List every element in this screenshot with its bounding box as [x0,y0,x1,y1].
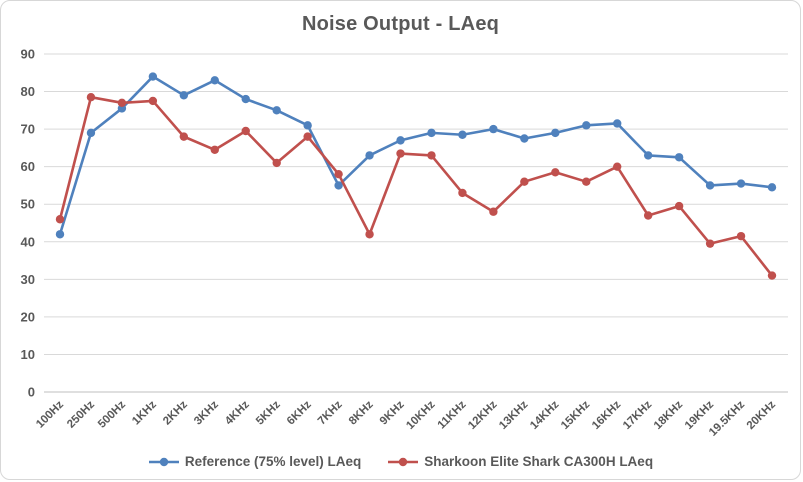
x-axis-tick-label: 20KHz [745,398,779,432]
y-axis-tick-label: 0 [28,385,35,400]
x-axis-tick-label: 16KHz [590,398,624,432]
data-point [272,158,281,168]
data-point [705,181,715,190]
y-axis-tick-label: 10 [21,347,35,362]
x-axis-tick-label: 7KHz [316,398,345,427]
data-point [86,92,96,102]
legend-marker-line-dot-icon [388,457,419,466]
legend-marker-line-dot-icon [148,457,179,466]
data-point [767,271,777,280]
chart-title: Noise Output - LAeq [301,13,500,35]
y-axis-tick-label: 30 [21,272,35,287]
data-point [210,145,219,154]
x-axis-tick-label: 6KHz [285,398,314,427]
y-axis-tick-label: 70 [21,122,35,137]
data-point [334,181,343,190]
x-axis-tick-label: 10KHz [404,398,438,432]
x-axis-tick-label: 14KHz [528,398,562,432]
series-line-1 [58,95,774,277]
series-line-0 [58,75,774,236]
data-point [736,231,746,241]
legend-label-reference: Reference (75% level) LAeq [184,454,362,469]
y-axis-tick-label: 90 [21,47,35,62]
legend-item-reference: Reference (75% level) LAeq [148,454,361,469]
data-point [489,207,498,216]
data-point [520,134,529,143]
y-axis-tick-label: 40 [21,234,35,249]
data-point [613,119,622,128]
data-point [736,179,746,188]
data-point [303,132,312,141]
data-point [365,151,374,160]
x-axis-tick-label: 2KHz [161,398,190,427]
x-axis-tick-label: 13KHz [497,398,531,432]
data-point [396,149,405,158]
x-axis-tick-label: 11KHz [436,398,469,431]
x-axis-tick-label: 100Hz [34,398,66,430]
x-axis-tick-label: 12KHz [466,398,500,432]
x-axis-tick-label: 9KHz [378,398,407,427]
legend-label-sharkoon: Sharkoon Elite Shark CA300H LAeq [424,454,654,469]
data-point [705,239,715,248]
y-axis-tick-label: 60 [21,159,35,174]
x-axis-tick-label: 3KHz [192,398,221,427]
data-point [117,98,127,108]
data-point [582,177,591,186]
data-point [643,151,653,160]
data-point [303,121,312,130]
data-point [86,128,96,138]
data-point [148,72,158,81]
data-point [520,177,529,186]
data-point [148,96,158,106]
x-axis-tick-label: 250Hz [65,398,97,430]
x-axis-tick-label: 5KHz [254,398,283,427]
data-point [489,124,498,134]
legend-item-sharkoon: Sharkoon Elite Shark CA300H LAeq [387,454,653,469]
data-point [767,183,777,192]
data-point [179,91,189,100]
data-point [396,136,405,145]
x-axis-tick-label: 17KHz [621,398,655,432]
data-point [427,151,436,160]
x-axis-tick-label: 18KHz [652,398,686,432]
data-point [674,201,684,211]
data-point [458,130,467,139]
x-axis-tick-label: 4KHz [223,398,252,427]
x-axis-tick-label: 1KHz [130,398,159,427]
data-point [674,153,684,162]
y-axis-tick-label: 50 [21,197,35,212]
data-point [643,211,653,220]
data-point [55,230,65,239]
x-axis-tick-label: 15KHz [559,398,593,432]
y-axis-tick-label: 80 [21,84,35,99]
data-point [551,128,560,138]
data-point [427,128,436,138]
data-point [582,121,591,130]
x-axis-tick-label: 500Hz [96,398,128,430]
data-point [210,76,219,85]
data-point [179,132,189,141]
data-point [365,230,374,239]
y-axis-tick-label: 20 [21,309,35,324]
data-point [334,169,343,179]
data-point [613,162,622,171]
x-axis-tick-label: 8KHz [347,398,376,427]
data-point [551,168,560,177]
legend: Reference (75% level) LAeq Sharkoon Elit… [1,454,800,469]
data-point [241,94,250,104]
data-point [55,215,65,224]
data-point [241,126,250,136]
data-point [458,188,467,198]
data-point [272,106,281,115]
